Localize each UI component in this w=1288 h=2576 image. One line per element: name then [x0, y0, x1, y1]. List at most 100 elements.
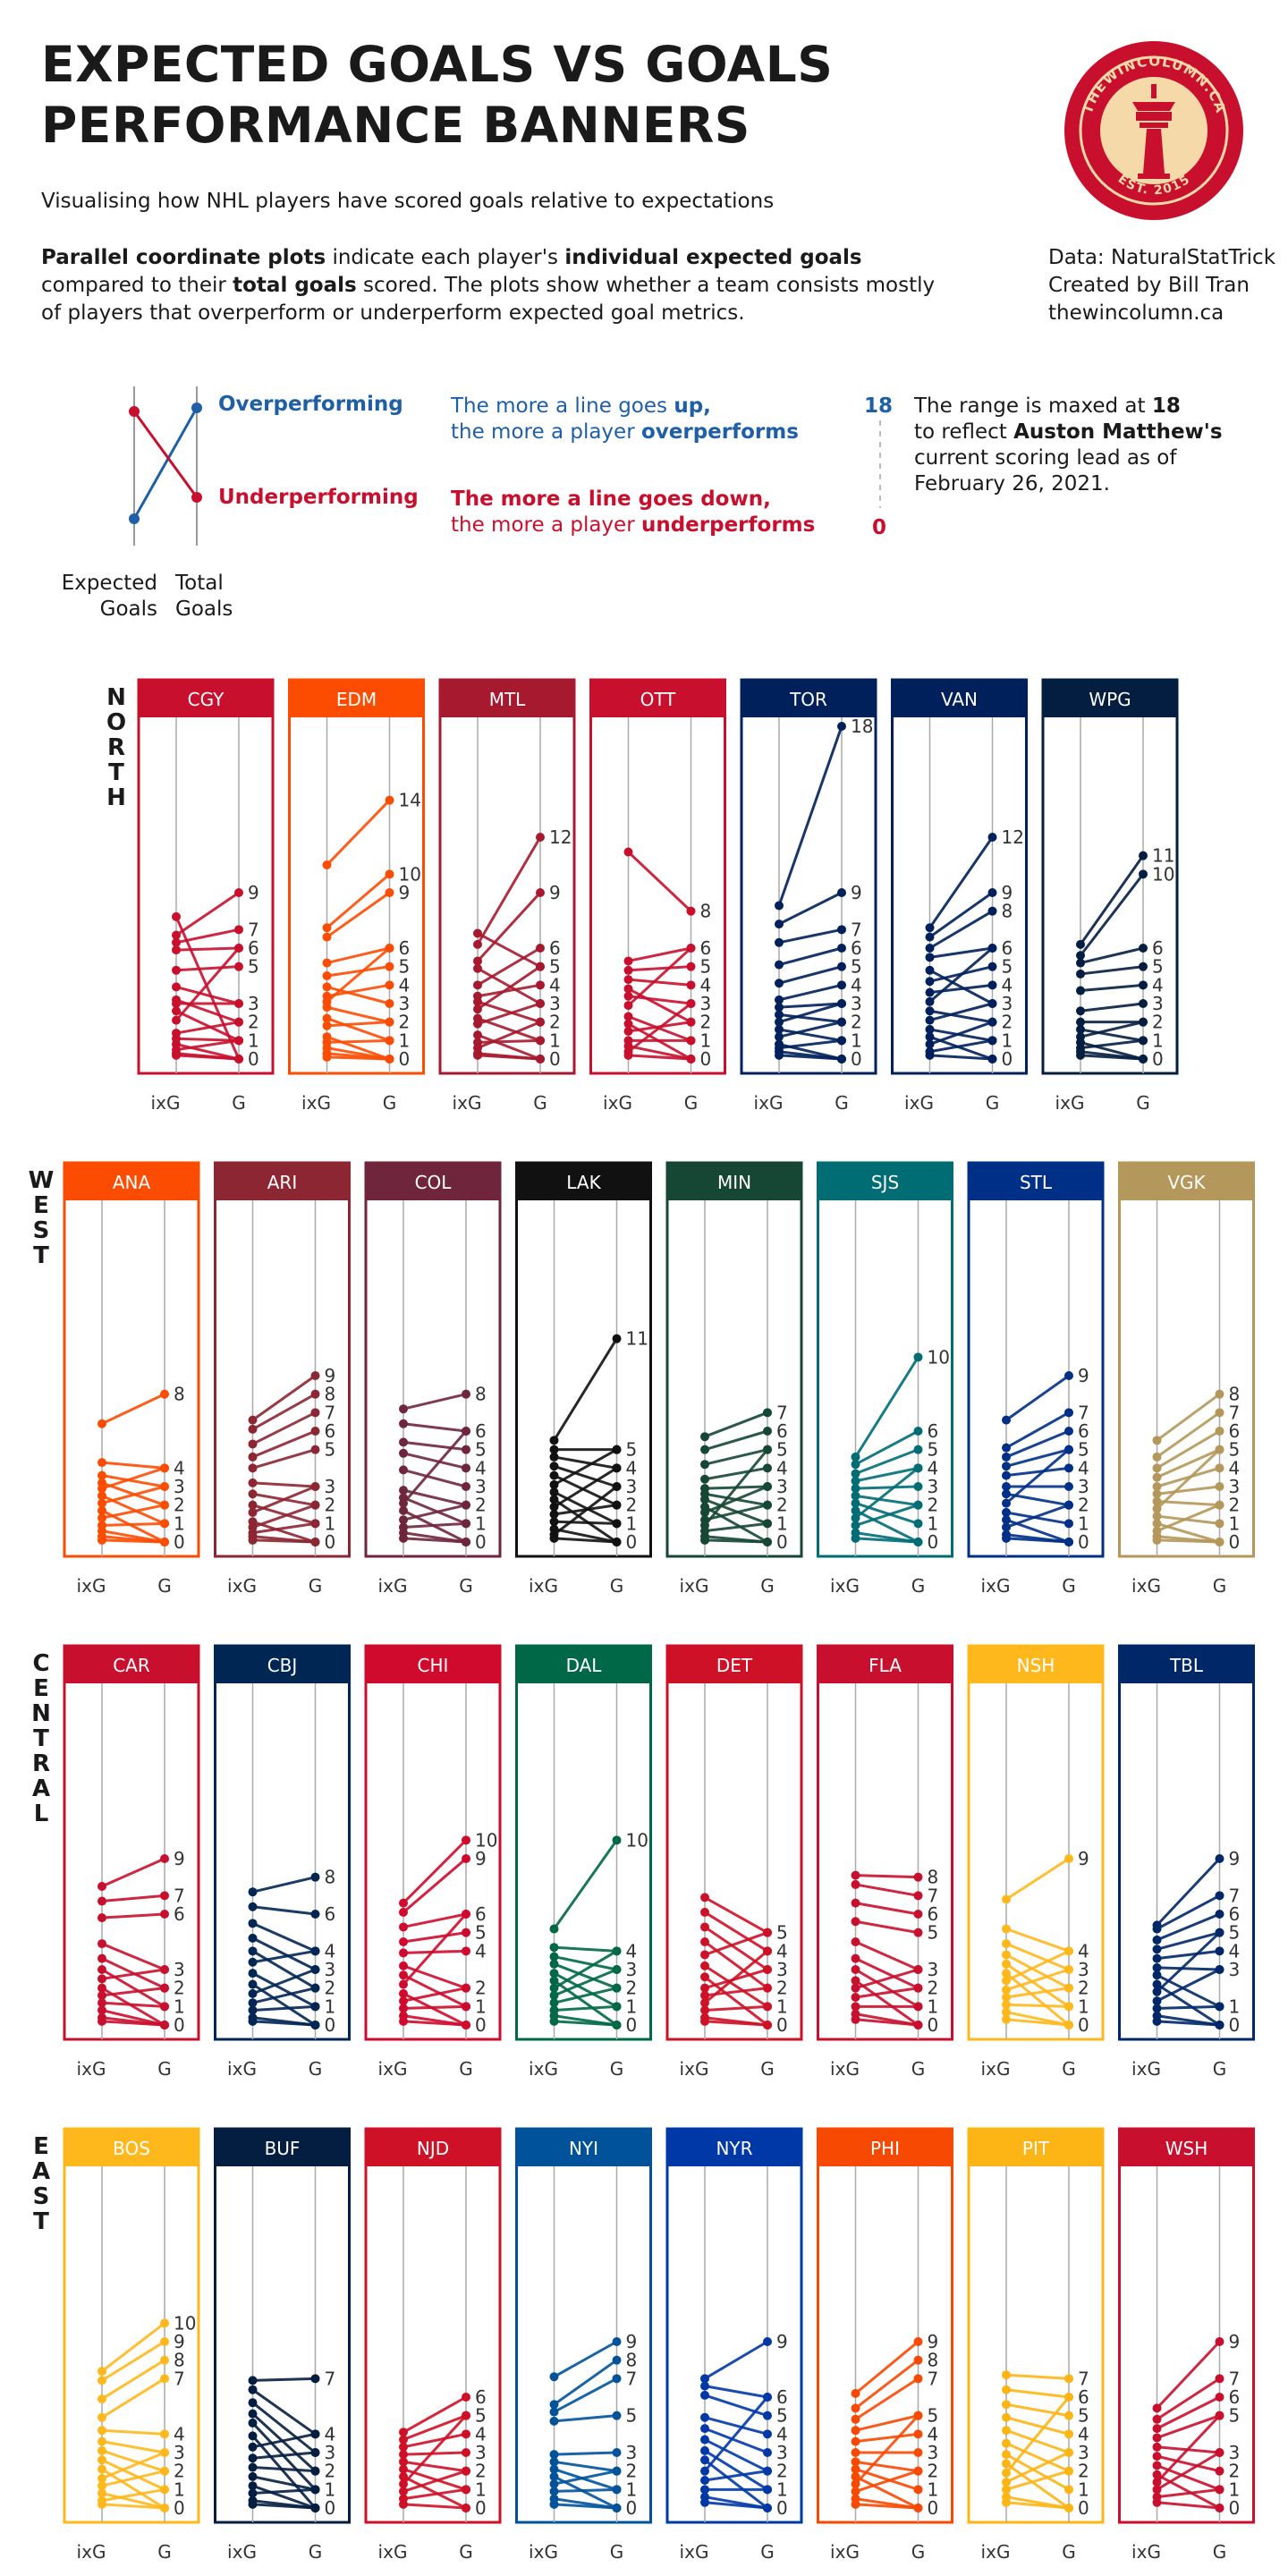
player-line: [704, 2470, 768, 2482]
team-name: DET: [716, 1655, 753, 1676]
player-line: [175, 1021, 240, 1035]
player-line: [553, 1498, 618, 1544]
player-line: [1005, 2451, 1070, 2484]
player-ixg-point: [925, 1015, 935, 1025]
player-ixg-point: [248, 1902, 258, 1911]
team-name: STL: [1020, 1172, 1053, 1193]
player-ixg-point: [1152, 1482, 1162, 1491]
player-ixg-point: [322, 958, 332, 968]
player-line: [476, 836, 542, 945]
player-goals-point: [1064, 2002, 1073, 2012]
player-ixg-point: [97, 1470, 106, 1480]
player-goals-point: [462, 1983, 470, 1993]
player-ixg-point: [322, 932, 332, 942]
player-ixg-point: [97, 2499, 106, 2509]
player-line: [402, 2432, 467, 2449]
player-line: [628, 946, 691, 962]
player-ixg-point: [97, 2436, 106, 2446]
legend-under-dot-start: [129, 406, 140, 417]
player-ixg-point: [97, 1965, 106, 1974]
goals-tick-label: 2: [174, 2461, 185, 2482]
player-ixg-point: [549, 1445, 559, 1454]
player-line: [704, 2416, 768, 2436]
player-goals-point: [837, 925, 846, 935]
player-line: [1156, 2414, 1221, 2439]
player-line: [326, 1017, 391, 1042]
goals-tick-label: 3: [776, 1476, 788, 1497]
player-goals-point: [1215, 1910, 1224, 1919]
player-goals-point: [385, 962, 394, 971]
goals-tick-label: 7: [325, 2368, 336, 2389]
goals-tick-label: 3: [1078, 1959, 1089, 1980]
goals-tick-label: 0: [776, 2014, 788, 2036]
division-letter: T: [33, 1242, 49, 1269]
player-ixg-point: [775, 960, 784, 970]
player-goals-point: [913, 2021, 923, 2029]
player-line: [1157, 2454, 1220, 2473]
goals-tick-label: 5: [928, 1439, 939, 1461]
player-line: [252, 2503, 316, 2510]
player-line: [252, 1987, 316, 2004]
player-line: [1080, 1054, 1144, 1061]
team-header-bar: [590, 680, 725, 717]
player-line: [251, 1968, 317, 1996]
player-ixg-point: [248, 2385, 258, 2394]
player-ixg-point: [97, 2016, 106, 2026]
player-ixg-point: [399, 1898, 408, 1908]
player-ixg-point: [322, 860, 332, 869]
team-name: CBJ: [267, 1655, 298, 1676]
player-line: [326, 891, 391, 938]
goals-tick-label: 1: [928, 2479, 939, 2500]
goals-tick-label: 1: [1078, 1996, 1089, 2017]
player-ixg-point: [700, 1495, 709, 1504]
player-line: [704, 2394, 768, 2418]
player-line: [854, 1429, 919, 1466]
player-ixg-point: [851, 1498, 860, 1508]
player-ixg-point: [1152, 1463, 1162, 1473]
goals-tick-label: 2: [776, 2461, 788, 2482]
player-goals-point: [1215, 1463, 1224, 1473]
goals-tick-label: 3: [325, 1476, 336, 1497]
site-link[interactable]: thewincolumn.ca: [1048, 301, 1224, 325]
goals-tick-label: 2: [928, 1978, 939, 1999]
goals-tick-label: 0: [325, 1531, 336, 1553]
player-ixg-point: [1152, 1452, 1162, 1462]
x-axis-label-g: G: [610, 2541, 624, 2563]
player-ixg-point: [1002, 2014, 1011, 2024]
player-line: [402, 1537, 467, 1544]
player-line: [704, 2501, 768, 2510]
player-ixg-point: [1152, 1953, 1162, 1963]
x-axis-label-g: G: [1062, 1575, 1076, 1597]
team-panel-frame: [1118, 2127, 1255, 2524]
goals-tick-label: 9: [475, 1848, 487, 1869]
player-line: [778, 1028, 843, 1042]
player-ixg-point: [1002, 1939, 1011, 1949]
player-ixg-point: [851, 2426, 860, 2436]
legend-under-line: [132, 411, 199, 498]
goals-tick-label: 3: [1229, 1959, 1241, 1980]
division-letter: A: [32, 2158, 50, 2185]
goals-tick-label: 2: [1152, 1012, 1164, 1033]
player-goals-point: [763, 1463, 772, 1473]
goals-tick-label: 4: [475, 2423, 487, 2445]
player-line: [477, 1021, 541, 1049]
player-ixg-point: [1002, 2468, 1011, 2478]
player-line: [175, 1037, 240, 1042]
player-ixg-point: [925, 1032, 935, 1042]
player-line: [1156, 1894, 1221, 1930]
team-name: MIN: [717, 1172, 751, 1193]
player-ixg-point: [1152, 2461, 1162, 2470]
legend-over-dot-start: [129, 513, 140, 524]
goals-tick-label: 1: [626, 2479, 638, 2500]
player-line: [929, 1038, 993, 1054]
x-axis-label-g: G: [459, 2058, 473, 2080]
player-goals-point: [1064, 1946, 1073, 1956]
player-goals-point: [763, 1500, 772, 1510]
player-goals-point: [310, 1965, 320, 1974]
goals-tick-label: 0: [1002, 1048, 1013, 1070]
player-goals-point: [1064, 2485, 1073, 2495]
player-ixg-point: [399, 2450, 408, 2460]
player-ixg-point: [399, 1979, 408, 1989]
player-ixg-point: [248, 1887, 258, 1897]
